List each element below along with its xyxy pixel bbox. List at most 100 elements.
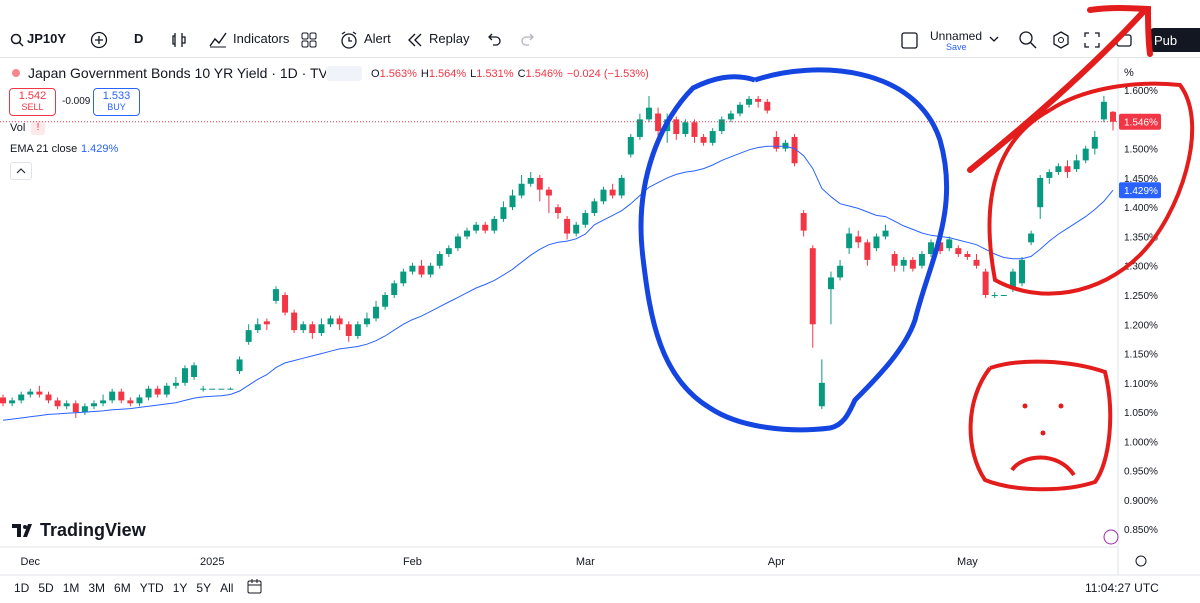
- visibility-toggle[interactable]: [326, 66, 362, 81]
- candle-body: [900, 259, 907, 266]
- replay-icon[interactable]: [406, 32, 424, 48]
- news-icon[interactable]: [1103, 529, 1119, 545]
- layout-name[interactable]: Unnamed: [930, 29, 983, 43]
- fullscreen-icon[interactable]: [1083, 31, 1101, 49]
- candle-body: [645, 107, 652, 120]
- symbol[interactable]: JP10Y: [27, 31, 67, 46]
- candle-body: [918, 254, 925, 266]
- y-tick-label: 1.300%: [1124, 262, 1158, 273]
- candle-body: [1037, 177, 1044, 208]
- x-tick-label: Apr: [768, 556, 785, 568]
- y-tick-label: 1.050%: [1124, 408, 1158, 419]
- range-button[interactable]: 1Y: [172, 581, 188, 595]
- ohlc-value: 1.564%: [428, 68, 467, 80]
- buy-price[interactable]: 1.533: [102, 90, 131, 102]
- candle-body: [764, 101, 771, 111]
- candle-body: [673, 119, 680, 135]
- candle-body: [928, 242, 935, 255]
- candle-body: [891, 254, 898, 266]
- redo-icon[interactable]: [519, 32, 535, 46]
- candle-body: [564, 218, 571, 234]
- range-button[interactable]: 1M: [62, 581, 80, 595]
- range-button[interactable]: YTD: [139, 581, 164, 595]
- range-button[interactable]: 5D: [38, 581, 54, 595]
- candle-body: [727, 113, 734, 120]
- indicators-icon[interactable]: [208, 30, 228, 48]
- candle-body: [1028, 233, 1035, 243]
- ohlc-key: O: [371, 68, 380, 80]
- indicators-button[interactable]: Indicators: [233, 31, 290, 46]
- collapse-icon[interactable]: [11, 163, 31, 179]
- save-label[interactable]: Save: [946, 42, 967, 52]
- search-icon: [10, 33, 24, 47]
- ema-price-box: [1119, 182, 1161, 199]
- sell-button[interactable]: 1.542 SELL: [9, 88, 56, 116]
- x-tick-label: May: [957, 556, 978, 568]
- date-range-icon[interactable]: [246, 578, 264, 596]
- quick-search-icon[interactable]: [1018, 30, 1038, 50]
- replay-button[interactable]: Replay: [429, 31, 470, 46]
- candle-body: [145, 388, 152, 398]
- alert-button[interactable]: Alert: [364, 31, 391, 46]
- templates-icon[interactable]: [300, 31, 318, 49]
- alert-icon[interactable]: [339, 30, 359, 50]
- candle-body: [718, 119, 725, 132]
- range-button[interactable]: 5Y: [196, 581, 212, 595]
- y-tick-label: 1.150%: [1124, 350, 1158, 361]
- candle-body: [1100, 101, 1107, 120]
- publish-button[interactable]: [1150, 28, 1200, 52]
- candle-body: [545, 189, 552, 196]
- candle-body: [272, 289, 279, 301]
- candle-body: [191, 365, 198, 377]
- spread: -0.009: [62, 96, 91, 107]
- range-button[interactable]: 6M: [114, 581, 131, 595]
- collapse-legend[interactable]: [10, 162, 32, 180]
- buy-button[interactable]: 1.533 BUY: [93, 88, 140, 116]
- range-button[interactable]: 3M: [88, 581, 106, 595]
- range-button[interactable]: 1D: [14, 581, 30, 595]
- layout-checkbox[interactable]: [901, 32, 919, 50]
- candle-body: [536, 177, 543, 190]
- ohlc-legend: O1.563% H1.564% L1.531% C1.546% −0.024 (−1.5…: [371, 68, 653, 80]
- candle-body: [436, 254, 443, 266]
- chart-type-icon[interactable]: [170, 31, 188, 49]
- logo-text: TradingView: [40, 520, 147, 540]
- candle-body: [227, 388, 234, 390]
- undo-icon[interactable]: [487, 32, 503, 46]
- candle-body: [964, 254, 971, 257]
- y-tick-label: 0.900%: [1124, 496, 1158, 507]
- volume-warning[interactable]: !: [31, 121, 45, 135]
- interval[interactable]: D: [134, 31, 144, 46]
- last-price-label: 1.546%: [1124, 118, 1158, 129]
- candle-body: [400, 271, 407, 284]
- candle-body: [837, 265, 844, 278]
- annotations: [638, 5, 1195, 492]
- publish-label[interactable]: Pub: [1154, 33, 1178, 48]
- candle-body: [45, 394, 52, 401]
- settings-icon[interactable]: [1051, 30, 1071, 50]
- candle-body: [454, 236, 461, 249]
- candle-body: [27, 391, 34, 395]
- candle-body: [846, 233, 853, 249]
- clock: 11:04:27 UTC: [1085, 581, 1159, 595]
- axis-settings-icon[interactable]: [1135, 555, 1147, 567]
- sell-price[interactable]: 1.542: [18, 90, 47, 102]
- candle-body: [1055, 166, 1062, 173]
- y-tick-label: 1.350%: [1124, 232, 1158, 243]
- candle-body: [855, 236, 862, 243]
- candle-body: [427, 265, 434, 275]
- candle-body: [254, 324, 261, 331]
- sell-label[interactable]: SELL: [21, 102, 44, 112]
- candle-body: [81, 406, 88, 413]
- candle-body: [591, 201, 598, 214]
- candle-body: [482, 224, 489, 231]
- candle-body: [555, 207, 561, 214]
- ema-line: [2, 145, 1114, 421]
- y-tick-label: 1.600%: [1124, 86, 1158, 97]
- candle-body: [991, 295, 998, 297]
- buy-label[interactable]: BUY: [107, 102, 126, 112]
- add-symbol-icon[interactable]: [90, 31, 108, 49]
- layout-menu-icon[interactable]: [988, 34, 1000, 44]
- range-button[interactable]: All: [220, 581, 234, 595]
